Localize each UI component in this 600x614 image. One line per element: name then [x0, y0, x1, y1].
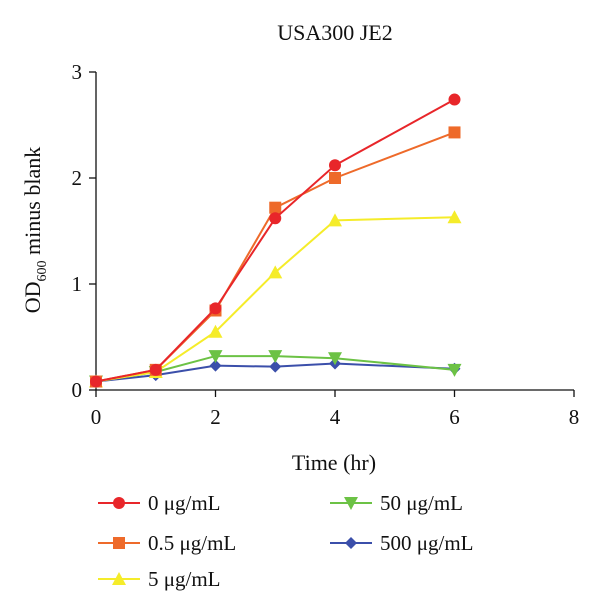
- y-axis-label-suffix: minus blank: [20, 147, 45, 261]
- legend-label: 50 μg/mL: [380, 491, 463, 515]
- data-point: [448, 126, 461, 139]
- data-point: [208, 324, 223, 338]
- x-axis-label: Time (hr): [292, 450, 376, 475]
- series-line: [95, 362, 455, 383]
- x-ticks: 0 2 4 6 8: [91, 390, 580, 429]
- x-tick-label: 6: [449, 405, 460, 429]
- series-line: [95, 216, 455, 383]
- series-line: [95, 98, 455, 383]
- data-point: [447, 210, 462, 224]
- legend-item: 5 μg/mL: [98, 567, 221, 591]
- data-point: [208, 350, 223, 364]
- y-axis-label-prefix: OD: [20, 281, 45, 313]
- series-line: [95, 131, 455, 383]
- legend-item: 0 μg/mL: [98, 491, 221, 515]
- legend-item: 500 μg/mL: [330, 531, 474, 555]
- legend: 0 μg/mL 0.5 μg/mL 5 μg/mL 50 μg/mL 500 μg/mL: [98, 491, 474, 591]
- data-point: [448, 93, 461, 106]
- legend-marker: [112, 572, 126, 585]
- x-tick-label: 2: [210, 405, 221, 429]
- data-point: [90, 375, 102, 388]
- legend-label: 5 μg/mL: [148, 567, 221, 591]
- data-point: [149, 363, 162, 376]
- y-tick-label: 2: [72, 166, 83, 190]
- data-point: [269, 201, 282, 214]
- legend-marker: [345, 537, 357, 549]
- data-point: [269, 360, 282, 373]
- y-tick-label: 0: [72, 378, 83, 402]
- y-tick-label: 1: [72, 272, 83, 296]
- y-ticks: 0 1 2 3: [72, 60, 96, 402]
- x-tick-label: 8: [569, 405, 580, 429]
- legend-marker: [113, 537, 125, 549]
- legend-marker: [113, 497, 125, 509]
- legend-label: 0 μg/mL: [148, 491, 221, 515]
- legend-label: 500 μg/mL: [380, 531, 474, 555]
- data-point: [447, 363, 462, 377]
- data-point: [329, 172, 341, 184]
- data-point: [209, 359, 222, 372]
- legend-marker: [344, 497, 358, 510]
- chart-title: USA300 JE2: [277, 20, 393, 45]
- y-tick-label: 3: [72, 60, 83, 84]
- x-tick-label: 4: [330, 405, 341, 429]
- data-point: [268, 265, 283, 279]
- data-point: [328, 352, 342, 366]
- series-layer: [89, 93, 462, 389]
- y-axis-label: OD600 minus blank: [20, 147, 50, 313]
- data-point: [268, 350, 283, 364]
- axes: 0 1 2 3 0 2 4 6 8: [72, 60, 580, 429]
- data-point: [209, 302, 222, 315]
- legend-label: 0.5 μg/mL: [148, 531, 236, 555]
- legend-item: 50 μg/mL: [330, 491, 463, 515]
- data-point: [269, 212, 282, 225]
- x-tick-label: 0: [91, 405, 102, 429]
- series-0: [90, 93, 461, 388]
- series-1: [90, 126, 461, 388]
- y-axis-label-subscript: 600: [35, 260, 50, 281]
- data-point: [329, 159, 341, 172]
- legend-item: 0.5 μg/mL: [98, 531, 236, 555]
- data-point: [328, 213, 342, 227]
